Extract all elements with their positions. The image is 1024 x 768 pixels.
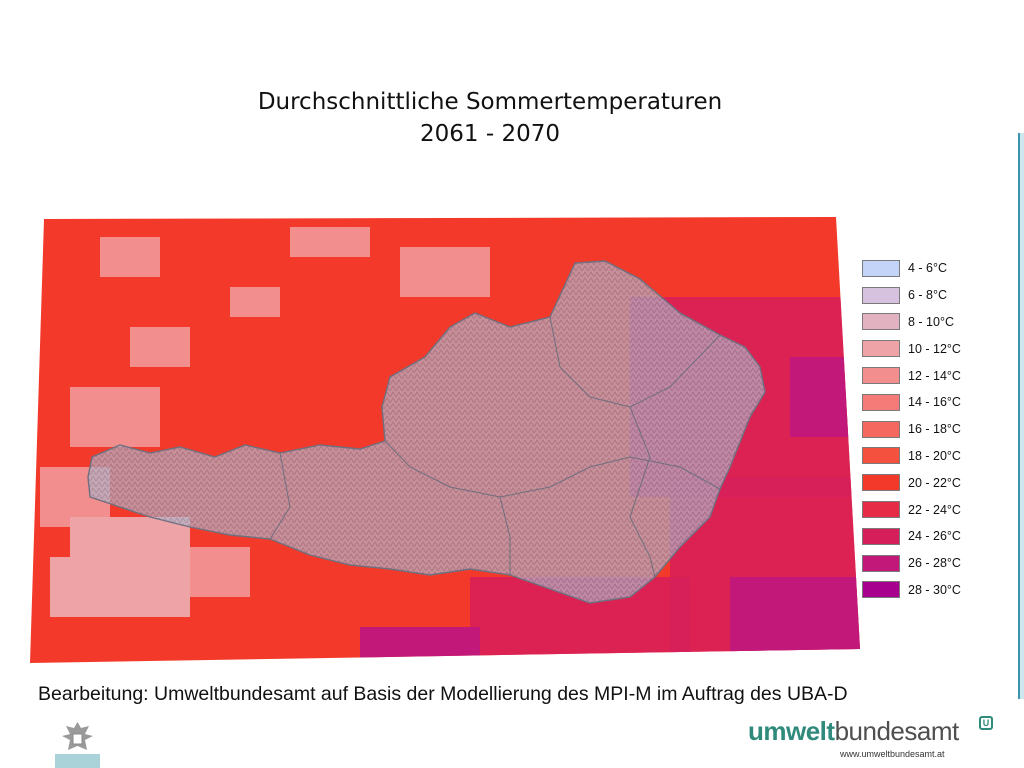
raster-cell — [130, 327, 190, 367]
legend-swatch — [862, 367, 900, 385]
legend-swatch — [862, 474, 900, 492]
source-caption: Bearbeitung: Umweltbundesamt auf Basis d… — [38, 683, 848, 705]
legend-item: 24 - 26°C — [862, 523, 1012, 550]
state-border-inner — [269, 316, 721, 578]
legend-swatch — [862, 554, 900, 572]
map-raster — [30, 217, 860, 663]
legend-label: 24 - 26°C — [908, 529, 961, 544]
legend-swatch — [862, 447, 900, 465]
legend-item: 10 - 12°C — [862, 335, 1012, 362]
map-title: Durchschnittliche Sommertemperaturen 206… — [190, 86, 790, 150]
temperature-map — [30, 217, 860, 663]
map-title-line2: 2061 - 2070 — [420, 121, 560, 147]
logo-text-bundesamt: bundesamt — [834, 716, 960, 746]
legend-item: 18 - 20°C — [862, 443, 1012, 470]
legend-label: 8 - 10°C — [908, 314, 954, 329]
logo-mark-icon: U — [979, 716, 993, 730]
legend-swatch — [862, 527, 900, 545]
raster-cell — [230, 287, 280, 317]
raster-cell — [100, 237, 160, 277]
austrian-eagle-crest-icon — [62, 722, 93, 750]
legend-label: 4 - 6°C — [908, 261, 948, 276]
legend-item: 26 - 28°C — [862, 550, 1012, 577]
legend-label: 20 - 22°C — [908, 475, 961, 490]
legend-label: 14 - 16°C — [908, 395, 961, 410]
legend-label: 6 - 8°C — [908, 288, 948, 303]
temperature-legend: 4 - 6°C 6 - 8°C 8 - 10°C 10 - 12°C 12 - 14°C… — [862, 255, 1012, 603]
legend-swatch — [862, 501, 900, 519]
austria-relief-overlay — [88, 261, 765, 603]
logo-text-umwelt: umwelt — [748, 716, 835, 746]
legend-swatch — [862, 393, 900, 411]
raster-cell — [730, 577, 860, 663]
raster-cell — [790, 357, 860, 437]
legend-swatch — [862, 581, 900, 599]
legend-label: 12 - 14°C — [908, 368, 961, 383]
raster-cell — [360, 627, 480, 663]
raster-cell — [400, 247, 490, 297]
legend-label: 26 - 28°C — [908, 556, 961, 571]
umweltbundesamt-logo[interactable]: umweltbundesamt U www.umweltbundesamt.at — [748, 716, 1008, 766]
logo-url[interactable]: www.umweltbundesamt.at — [840, 749, 945, 759]
legend-item: 28 - 30°C — [862, 577, 1012, 604]
legend-item: 22 - 24°C — [862, 496, 1012, 523]
raster-cell — [290, 227, 370, 257]
legend-label: 18 - 20°C — [908, 448, 961, 463]
legend-item: 4 - 6°C — [862, 255, 1012, 282]
legend-swatch — [862, 313, 900, 331]
legend-item: 6 - 8°C — [862, 282, 1012, 309]
legend-swatch — [862, 420, 900, 438]
legend-item: 14 - 16°C — [862, 389, 1012, 416]
legend-label: 16 - 18°C — [908, 422, 961, 437]
legend-swatch — [862, 340, 900, 358]
legend-swatch — [862, 259, 900, 277]
legend-item: 20 - 22°C — [862, 469, 1012, 496]
legend-swatch — [862, 286, 900, 304]
legend-label: 28 - 30°C — [908, 582, 961, 597]
map-title-line1: Durchschnittliche Sommertemperaturen — [257, 89, 723, 115]
raster-cell — [190, 547, 250, 597]
slide-edge-rule — [1018, 133, 1024, 699]
crest-bar — [55, 754, 100, 768]
legend-item: 12 - 14°C — [862, 362, 1012, 389]
legend-item: 16 - 18°C — [862, 416, 1012, 443]
raster-cell — [50, 557, 110, 617]
raster-cell — [70, 387, 160, 447]
legend-item: 8 - 10°C — [862, 309, 1012, 336]
austria-state-border — [87, 260, 766, 604]
legend-label: 22 - 24°C — [908, 502, 961, 517]
legend-label: 10 - 12°C — [908, 341, 961, 356]
